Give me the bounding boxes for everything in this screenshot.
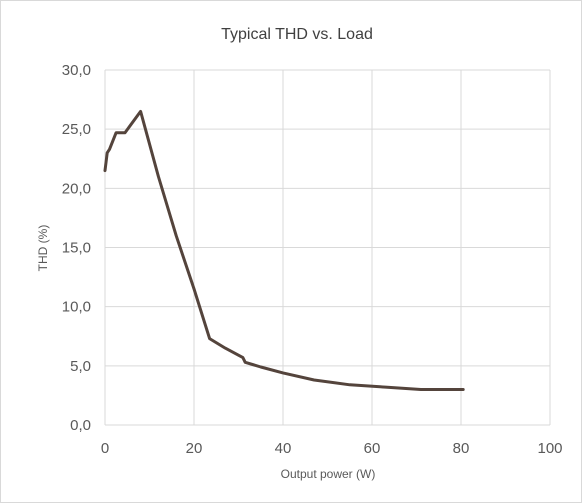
y-tick-label: 10,0 — [62, 299, 91, 316]
series-line-0 — [103, 109, 465, 391]
x-tick-label: 100 — [537, 440, 562, 457]
x-tick-label: 0 — [101, 440, 109, 457]
y-tick-label: 25,0 — [62, 121, 91, 138]
x-tick-label: 20 — [186, 440, 203, 457]
y-tick-label: 0,0 — [70, 417, 91, 434]
x-tick-label: 60 — [364, 440, 381, 457]
x-axis-label: Output power (W) — [281, 467, 376, 481]
tick-labels: 0,0 5,0 10,0 15,0 20,0 25,0 30,0 0 20 40 60 80 100 — [62, 62, 563, 457]
x-tick-label: 80 — [453, 440, 470, 457]
gridlines — [104, 69, 551, 426]
y-tick-label: 30,0 — [62, 62, 91, 79]
y-tick-label: 20,0 — [62, 180, 91, 197]
chart-title: Typical THD vs. Load — [221, 26, 373, 43]
y-axis-label: THD (%) — [36, 225, 50, 272]
y-tick-label: 15,0 — [62, 240, 91, 257]
series-layer — [103, 109, 465, 391]
y-tick-label: 5,0 — [70, 358, 91, 375]
x-tick-label: 40 — [275, 440, 292, 457]
